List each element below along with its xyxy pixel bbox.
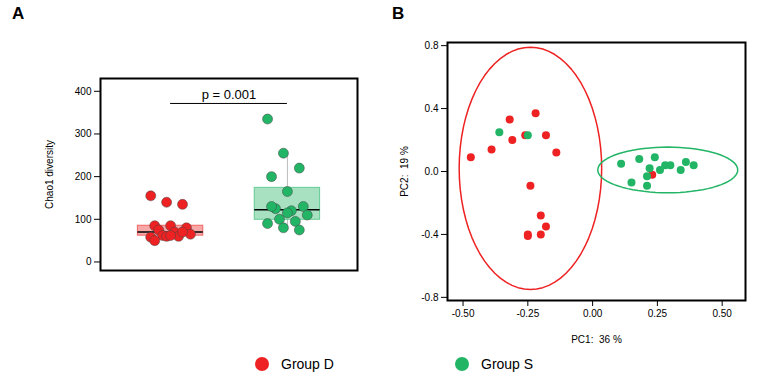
svg-text:0.8: 0.8 [425, 40, 439, 51]
svg-text:300: 300 [75, 128, 92, 139]
svg-text:0: 0 [86, 256, 92, 267]
svg-text:-0.50: -0.50 [452, 308, 475, 319]
svg-text:0.4: 0.4 [425, 103, 439, 114]
svg-text:Chao1 diversity: Chao1 diversity [44, 140, 55, 209]
svg-text:0.00: 0.00 [583, 308, 603, 319]
svg-text:0.0: 0.0 [425, 166, 439, 177]
html-text:B: B [392, 4, 405, 23]
svg-text:PC1: 36 %: PC1: 36 % [571, 334, 622, 345]
svg-text:400: 400 [75, 86, 92, 97]
svg-text:-0.4: -0.4 [421, 229, 439, 240]
svg-text:PC2: 19 %: PC2: 19 % [399, 146, 410, 197]
svg-text:-0.25: -0.25 [516, 308, 539, 319]
html-text:Group D: Group D [281, 356, 334, 372]
svg-text:0.25: 0.25 [648, 308, 668, 319]
svg-text:0.50: 0.50 [712, 308, 732, 319]
svg-text:200: 200 [75, 171, 92, 182]
svg-text:p = 0.001: p = 0.001 [202, 87, 257, 102]
svg-text:100: 100 [75, 214, 92, 225]
svg-text:-0.8: -0.8 [421, 292, 439, 303]
html-text:A: A [12, 4, 25, 23]
html-text:Group S: Group S [481, 356, 534, 372]
